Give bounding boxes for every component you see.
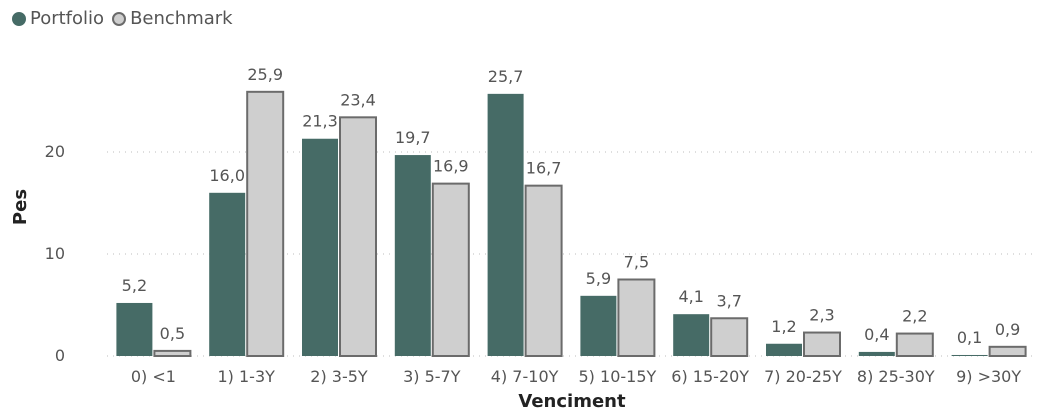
y-axis-title: Pes <box>10 189 31 225</box>
portfolio-bar <box>302 138 338 356</box>
legend-label-benchmark: Benchmark <box>130 8 233 29</box>
x-tick-label: 6) 15-20Y <box>671 367 749 386</box>
benchmark-value-label: 0,5 <box>160 324 185 343</box>
benchmark-value-label: 25,9 <box>247 65 283 84</box>
x-tick-label: 0) <1 <box>131 367 176 386</box>
portfolio-value-label: 5,9 <box>586 269 611 288</box>
x-tick-label: 9) >30Y <box>956 367 1021 386</box>
x-axis-title: Venciment <box>518 391 626 412</box>
x-tick-label: 2) 3-5Y <box>310 367 368 386</box>
x-tick-label: 7) 20-25Y <box>764 367 842 386</box>
portfolio-bar <box>858 351 895 356</box>
portfolio-value-label: 5,2 <box>122 276 147 295</box>
portfolio-bar <box>951 354 988 356</box>
x-tick-label: 5) 10-15Y <box>579 367 657 386</box>
portfolio-bar <box>673 314 710 356</box>
portfolio-value-label: 0,1 <box>957 328 982 347</box>
portfolio-bar <box>487 93 524 357</box>
benchmark-value-label: 23,4 <box>340 90 376 109</box>
benchmark-value-label: 3,7 <box>716 291 741 310</box>
benchmark-swatch-icon <box>112 11 127 26</box>
x-tick-label: 8) 25-30Y <box>857 367 935 386</box>
portfolio-bar <box>209 192 246 356</box>
portfolio-value-label: 1,2 <box>771 317 796 336</box>
portfolio-swatch-icon <box>12 11 26 26</box>
grid-layer <box>107 151 1035 357</box>
portfolio-bar <box>116 302 153 356</box>
benchmark-bar <box>153 349 192 357</box>
x-tick-label: 3) 5-7Y <box>403 367 461 386</box>
portfolio-bar <box>394 155 431 356</box>
benchmark-value-label: 16,9 <box>433 157 469 176</box>
benchmark-value-label: 0,9 <box>995 320 1020 339</box>
portfolio-bar <box>766 343 802 356</box>
benchmark-bar <box>895 332 934 357</box>
benchmark-value-label: 2,3 <box>809 306 834 325</box>
legend: Portfolio Benchmark <box>12 8 233 29</box>
axis-layer: Pes Venciment 0 10 20 0) <1 1) 1-3Y 2) 3-5Y 3)… <box>10 142 1021 412</box>
portfolio-value-label: 4,1 <box>678 287 703 306</box>
benchmark-bar <box>431 182 470 357</box>
benchmark-bar <box>803 331 841 358</box>
benchmark-bar <box>617 278 656 357</box>
portfolio-value-label: 19,7 <box>395 128 431 147</box>
y-tick-label: 10 <box>45 244 65 263</box>
benchmark-value-label: 16,7 <box>526 159 562 178</box>
portfolio-value-label: 0,4 <box>864 325 889 344</box>
portfolio-value-label: 21,3 <box>302 112 338 131</box>
benchmark-bar <box>246 90 285 357</box>
legend-item-benchmark: Benchmark <box>112 8 233 29</box>
legend-item-portfolio: Portfolio <box>12 8 104 29</box>
bars-layer <box>116 90 1027 358</box>
data-labels-layer: 5,2 0,5 16,0 25,9 21,323,4 19,716,9 25,7 16,7 5,… <box>122 65 1021 347</box>
benchmark-value-label: 7,5 <box>624 253 649 272</box>
portfolio-value-label: 16,0 <box>209 166 245 185</box>
portfolio-value-label: 25,7 <box>488 67 524 86</box>
benchmark-value-label: 2,2 <box>902 307 927 326</box>
benchmark-bar <box>988 345 1027 358</box>
y-tick-label: 20 <box>45 142 65 161</box>
y-tick-label: 0 <box>55 346 65 365</box>
benchmark-bar <box>524 184 563 357</box>
benchmark-bar <box>710 317 749 358</box>
x-tick-label: 1) 1-3Y <box>217 367 275 386</box>
benchmark-bar <box>339 116 377 357</box>
portfolio-bar <box>580 295 617 356</box>
legend-label-portfolio: Portfolio <box>30 8 105 29</box>
x-tick-label: 4) 7-10Y <box>491 367 559 386</box>
